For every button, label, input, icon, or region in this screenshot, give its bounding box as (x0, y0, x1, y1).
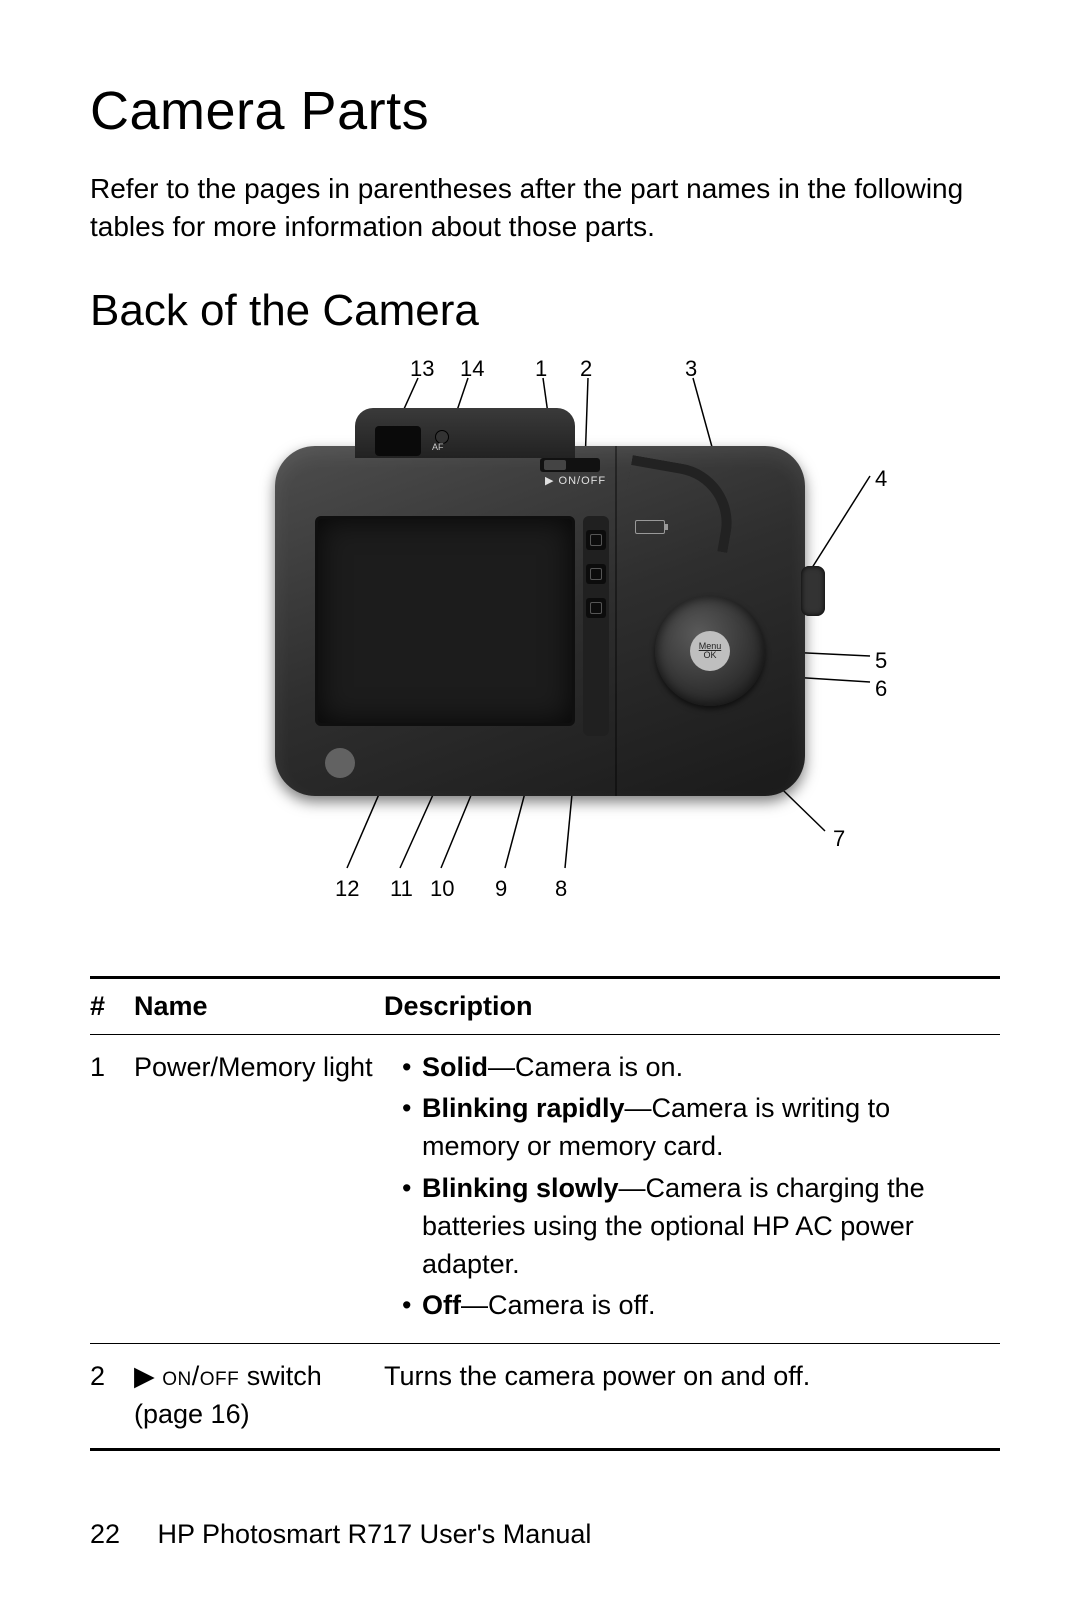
lcd-screen (315, 516, 575, 726)
table-header-row: # Name Description (90, 977, 1000, 1034)
callout-number: 6 (875, 676, 887, 702)
callout-number: 3 (685, 356, 697, 382)
part-number: 1 (90, 1034, 134, 1344)
mode-button-icon (586, 530, 606, 550)
part-name: Power/Memory light (134, 1034, 384, 1344)
callout-number: 2 (580, 356, 592, 382)
callout-number: 7 (833, 826, 845, 852)
callout-number: 13 (410, 356, 434, 382)
body-seam (615, 446, 617, 796)
page-title: Camera Parts (90, 80, 1000, 142)
description-item: Solid—Camera is on. (402, 1049, 992, 1087)
camera-diagram: AF ▶ ON/OFF Menu OK 1314123456712111098 (165, 356, 925, 936)
onoff-switch (540, 458, 600, 472)
af-label: AF (432, 442, 444, 452)
table-row: 2▶ on/off switch (page 16)Turns the came… (90, 1344, 1000, 1450)
callout-number: 8 (555, 876, 567, 902)
part-description: Solid—Camera is on.Blinking rapidly—Came… (384, 1034, 1000, 1344)
onoff-label: ▶ ON/OFF (545, 474, 606, 487)
callout-number: 1 (535, 356, 547, 382)
manual-page: Camera Parts Refer to the pages in paren… (0, 0, 1080, 1620)
flash-button-icon (586, 564, 606, 584)
callout-number: 14 (460, 356, 484, 382)
description-item: Blinking rapidly—Camera is writing to me… (402, 1090, 992, 1166)
callout-number: 9 (495, 876, 507, 902)
header-number: # (90, 977, 134, 1034)
page-footer: 22 HP Photosmart R717 User's Manual (90, 1519, 591, 1550)
ok-label: OK (703, 651, 716, 660)
parts-table: # Name Description 1Power/Memory lightSo… (90, 976, 1000, 1451)
manual-title: HP Photosmart R717 User's Manual (158, 1519, 592, 1549)
description-item: Blinking slowly—Camera is charging the b… (402, 1170, 992, 1283)
timer-button-icon (586, 598, 606, 618)
header-name: Name (134, 977, 384, 1034)
part-name: ▶ on/off switch (page 16) (134, 1344, 384, 1450)
strap-lug (801, 566, 825, 616)
section-title: Back of the Camera (90, 286, 1000, 336)
header-desc: Description (384, 977, 1000, 1034)
description-item: Off—Camera is off. (402, 1287, 992, 1325)
zoom-lever (619, 455, 741, 553)
callout-number: 5 (875, 648, 887, 674)
dpad: Menu OK (655, 596, 765, 706)
page-number: 22 (90, 1519, 150, 1550)
callout-number: 12 (335, 876, 359, 902)
part-number: 2 (90, 1344, 134, 1450)
menu-ok-button: Menu OK (690, 631, 730, 671)
intro-paragraph: Refer to the pages in parentheses after … (90, 170, 1000, 246)
camera-body: AF ▶ ON/OFF Menu OK (275, 446, 805, 796)
table-row: 1Power/Memory lightSolid—Camera is on.Bl… (90, 1034, 1000, 1344)
button-column (583, 516, 609, 736)
callout-number: 10 (430, 876, 454, 902)
callout-number: 4 (875, 466, 887, 492)
shutter-block (375, 426, 421, 456)
hp-logo-icon (325, 748, 355, 778)
callout-number: 11 (390, 876, 413, 902)
part-description: Turns the camera power on and off. (384, 1344, 1000, 1450)
